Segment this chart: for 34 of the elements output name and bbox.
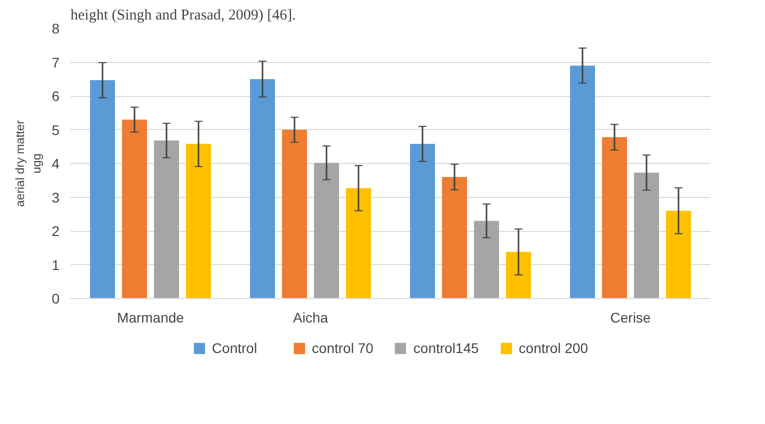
bar (90, 80, 115, 298)
bar (346, 188, 371, 298)
bar (122, 120, 147, 298)
text: height (Singh and Prasad, 2009) [46]. (70, 8, 296, 24)
y-tick-label: 5 (52, 122, 60, 138)
bar (634, 172, 659, 298)
bar (282, 130, 307, 298)
y-tick-label: 3 (52, 189, 60, 206)
legend-label: control 70 (312, 340, 374, 356)
y-tick-label: 0 (52, 290, 60, 306)
bar (602, 137, 627, 298)
bar (410, 144, 435, 298)
bar (186, 144, 211, 298)
bar (506, 252, 531, 298)
y-tick-label: 2 (52, 223, 60, 239)
legend-label: Control (212, 340, 258, 356)
y-tick-label: 1 (52, 256, 60, 273)
bar (474, 220, 499, 298)
y-tick-label: 7 (52, 54, 60, 70)
x-tick-label: Cerise (610, 310, 651, 326)
bar (570, 66, 595, 298)
y-tick-label: 6 (52, 88, 60, 104)
x-tick-label: Aicha (292, 310, 328, 326)
bar (666, 210, 691, 298)
bar (314, 162, 339, 298)
y-tick-label: 4 (52, 156, 60, 172)
bar (154, 140, 179, 298)
legend-label: control145 (413, 340, 479, 356)
y-axis-title: aerial dry matter ugg (12, 120, 44, 207)
x-tick-label: Marmande (117, 310, 184, 326)
bar (250, 79, 275, 298)
bar (442, 177, 467, 298)
legend-label: control 200 (518, 340, 588, 356)
y-tick-label: 8 (52, 20, 60, 36)
